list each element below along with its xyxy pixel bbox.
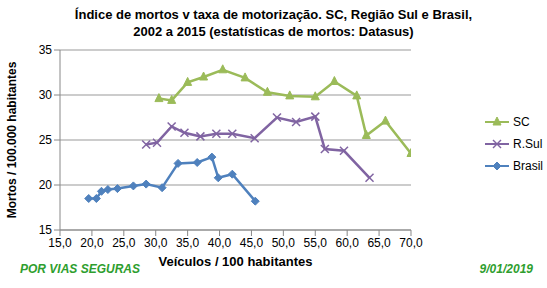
svg-text:15: 15: [39, 223, 53, 237]
html-text:9/01/2019: 9/01/2019: [479, 262, 533, 276]
svg-text:35,0: 35,0: [176, 236, 200, 250]
svg-text:40,0: 40,0: [208, 236, 232, 250]
svg-text:25,0: 25,0: [112, 236, 136, 250]
svg-text:70,0: 70,0: [399, 236, 423, 250]
svg-text:Mortos / 100.000 habitantes: Mortos / 100.000 habitantes: [8, 61, 19, 218]
svg-text:20,0: 20,0: [80, 236, 104, 250]
html-text:Índice de mortos v taxa de mot: Índice de mortos v taxa de motorização. …: [74, 7, 473, 22]
svg-text:30: 30: [39, 88, 53, 102]
svg-text:60,0: 60,0: [335, 236, 359, 250]
svg-text:35: 35: [39, 43, 53, 57]
svg-text:50,0: 50,0: [272, 236, 296, 250]
html-text:2002 a 2015 (estatísticas de m: 2002 a 2015 (estatísticas de mortos: Dat…: [133, 24, 414, 39]
svg-text:15,0: 15,0: [48, 236, 72, 250]
svg-text:45,0: 45,0: [240, 236, 264, 250]
svg-text:65,0: 65,0: [367, 236, 391, 250]
svg-text:Veículos / 100 habitantes: Veículos / 100 habitantes: [159, 254, 313, 269]
svg-text:30,0: 30,0: [144, 236, 168, 250]
html-text:R.Sul: R.Sul: [513, 137, 543, 151]
svg-text:55,0: 55,0: [304, 236, 328, 250]
html-text:Brasil: Brasil: [513, 159, 543, 173]
html-text:SC: SC: [513, 115, 530, 129]
svg-text:20: 20: [39, 178, 53, 192]
html-text:POR VIAS SEGURAS: POR VIAS SEGURAS: [20, 262, 140, 276]
svg-text:25: 25: [39, 133, 53, 147]
